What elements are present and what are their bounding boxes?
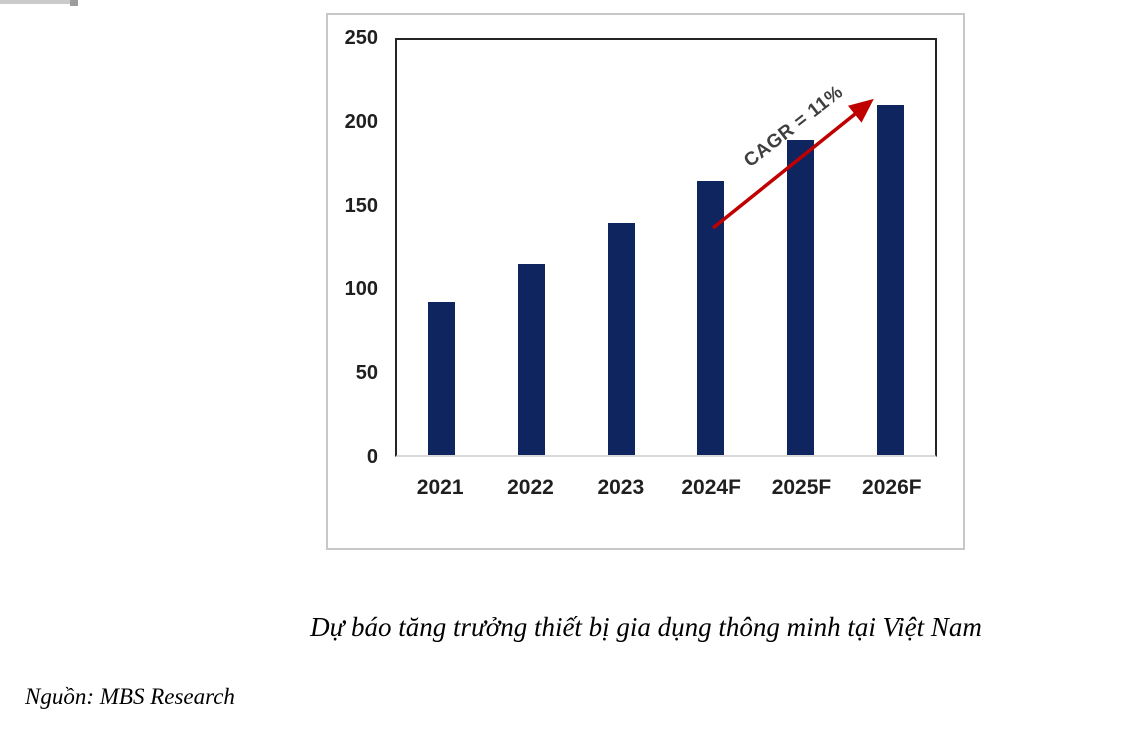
ui-artifact-strip xyxy=(0,0,78,6)
x-axis-label-2023: 2023 xyxy=(597,476,645,499)
bar-2025F xyxy=(787,139,815,455)
y-axis: 0 50 100 150 200 250 xyxy=(328,15,386,548)
source-attribution: Nguồn: MBS Research xyxy=(25,684,235,709)
bar-2022 xyxy=(518,264,545,455)
x-axis-label-2026F: 2026F xyxy=(862,476,922,499)
x-axis-label-2021: 2021 xyxy=(416,476,464,499)
y-axis-tick-label: 200 xyxy=(344,110,378,133)
y-axis-tick-label: 150 xyxy=(344,194,378,217)
bar-2024F xyxy=(697,181,725,455)
bar-slot-2022 xyxy=(487,40,577,455)
bars-container xyxy=(397,40,935,455)
bar-slot-2021 xyxy=(397,40,487,455)
y-axis-tick-label: 0 xyxy=(366,446,378,468)
x-axis-label-2024F: 2024F xyxy=(681,476,741,499)
bar-slot-2023 xyxy=(576,40,666,455)
bar-2026F xyxy=(876,104,904,455)
bar-slot-2024F xyxy=(666,40,756,455)
y-axis-tick-label: 50 xyxy=(355,362,378,385)
x-axis-label-2025F: 2025F xyxy=(771,476,832,499)
ui-artifact-knob xyxy=(70,0,78,6)
bar-2023 xyxy=(607,222,635,455)
y-axis-tick-label: 250 xyxy=(344,27,378,49)
x-axis-label-2022: 2022 xyxy=(507,476,554,499)
bar-slot-2026F xyxy=(845,40,935,455)
y-axis-tick-label: 100 xyxy=(344,278,378,301)
chart-caption: Dự báo tăng trưởng thiết bị gia dụng thô… xyxy=(310,612,982,642)
x-axis: 2021 2022 2023 2024F 2025F 2026F xyxy=(395,476,937,500)
bar-2021 xyxy=(428,302,456,455)
chart-figure: 0 50 100 150 200 250 CAGR = 11% 2021 2022 2023 2… xyxy=(326,13,965,550)
plot-area xyxy=(395,38,937,457)
